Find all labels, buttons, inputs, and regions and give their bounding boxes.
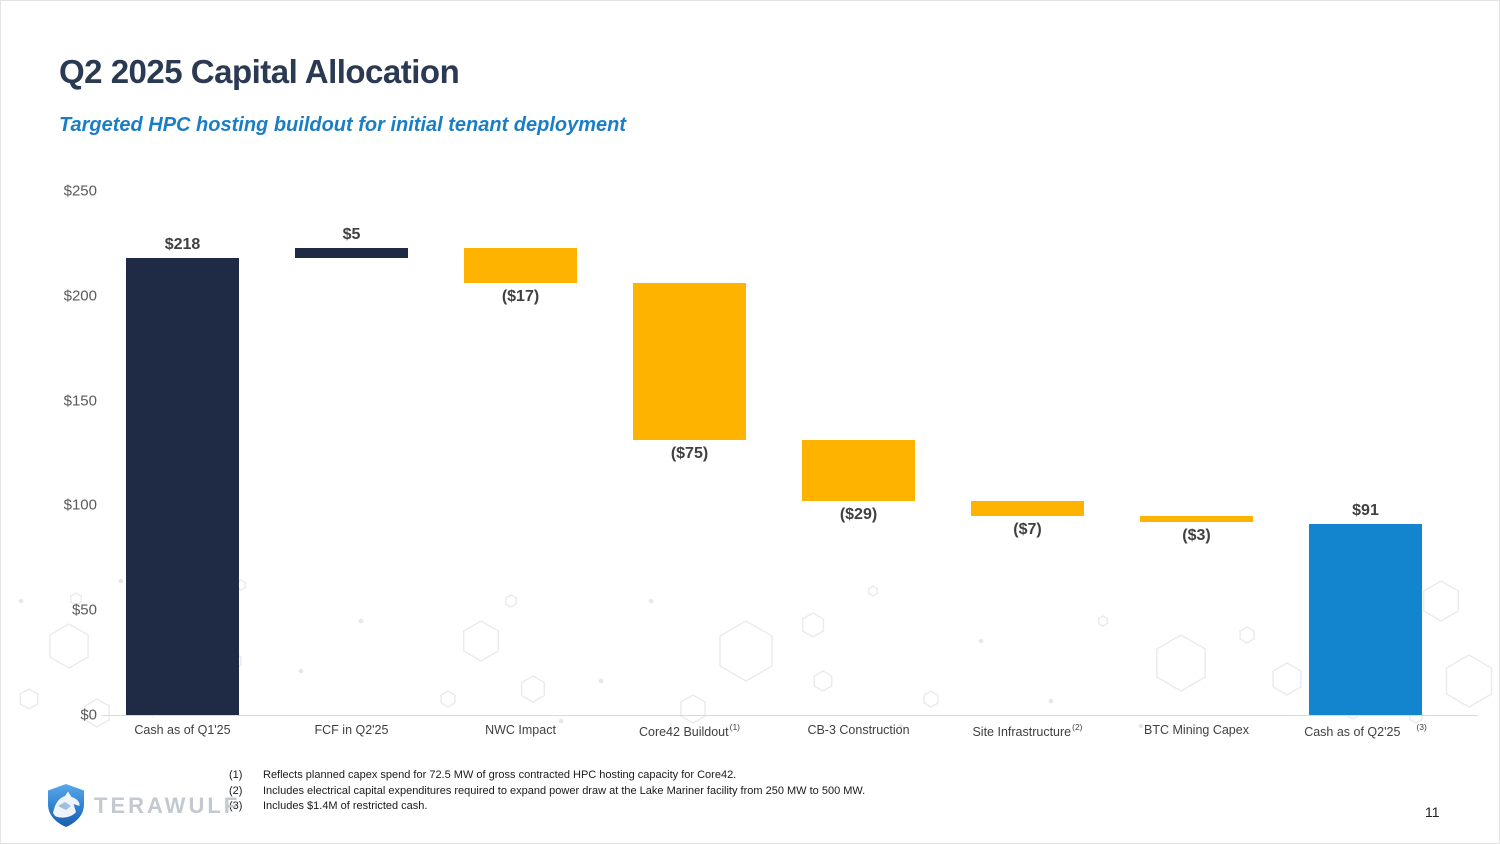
footnote-marker: (3) [229, 800, 243, 812]
y-axis-tick-label: $150 [63, 392, 97, 410]
bar-value-label: ($17) [501, 288, 540, 306]
y-axis-tick-label: $50 [71, 601, 97, 619]
terawulf-logo: TERAWULF [45, 783, 240, 829]
footnotes: (1) Reflects planned capex spend for 72.5… [229, 768, 865, 815]
footnote-text: Includes electrical capital expenditures… [263, 784, 866, 797]
footnote-marker-superscript: (1) [729, 722, 741, 732]
zero-baseline [102, 715, 1478, 716]
footnote-row: (3) Includes $1.4M of restricted cash. [229, 799, 865, 815]
x-axis-category-label: BTC Mining Capex [1144, 723, 1249, 737]
footnote-row: (2) Includes electrical capital expenditu… [229, 784, 865, 800]
waterfall-bar [1139, 515, 1254, 523]
footnote-marker-superscript: (3) [1416, 722, 1427, 732]
plot-area: $218 $5 ($17) ($75) ($29) ($7) ($3) $91 [98, 191, 1478, 716]
hexagon-watermark [18, 578, 1493, 729]
bar-value-label: $91 [1352, 502, 1379, 520]
logo-text: TERAWULF [94, 793, 241, 818]
y-axis-tick-label: $200 [63, 287, 97, 305]
page-title: Q2 2025 Capital Allocation [59, 53, 460, 90]
x-axis-category-label: Core42 Buildout(1) [638, 722, 741, 740]
bar-value-label: ($3) [1182, 527, 1211, 545]
waterfall-column: ($3) [1112, 191, 1281, 715]
waterfall-bar [632, 283, 747, 441]
waterfall-column: $218 [98, 191, 267, 715]
bar-value-label: ($7) [1013, 520, 1042, 538]
waterfall-bar [1308, 524, 1423, 715]
waterfall-bar [294, 247, 409, 259]
bar-value-label: $218 [164, 236, 201, 254]
waterfall-column: $91 [1281, 191, 1450, 715]
waterfall-column: ($75) [605, 191, 774, 715]
waterfall-column: $5 [267, 191, 436, 715]
waterfall-column: ($29) [774, 191, 943, 715]
x-axis-category-label: FCF in Q2'25 [314, 723, 389, 737]
x-axis-category-label: NWC Impact [485, 723, 556, 737]
waterfall-column: ($7) [943, 191, 1112, 715]
bar-value-label: ($75) [670, 445, 709, 463]
footnote-marker-superscript: (2) [1072, 722, 1083, 732]
page-subtitle: Targeted HPC hosting buildout for initia… [59, 114, 627, 136]
x-axis-category-label: Cash as of Q2'25 (3) [1304, 722, 1427, 740]
footnote-row: (1) Reflects planned capex spend for 72.5… [229, 768, 865, 784]
bar-value-label: ($29) [839, 506, 878, 524]
y-axis-tick-label: $100 [63, 496, 97, 514]
waterfall-bar [125, 258, 240, 715]
x-axis-category-label: CB-3 Construction [807, 723, 910, 737]
bar-value-label: $5 [342, 225, 361, 243]
y-axis-tick-label: $0 [80, 706, 97, 724]
page-number: 11 [1425, 804, 1440, 820]
wolf-shield-icon [48, 784, 84, 827]
x-axis-category-label: Site Infrastructure(2) [972, 722, 1083, 740]
waterfall-column: ($17) [436, 191, 605, 715]
footnote-marker: (2) [229, 784, 243, 797]
waterfall-bar [463, 247, 578, 284]
waterfall-bar [970, 501, 1085, 516]
waterfall-bar [801, 440, 916, 502]
x-axis-labels: Cash as of Q1'25 FCF in Q2'25 NWC Impact Co… [98, 722, 1450, 740]
footnote-text: Includes $1.4M of restricted cash. [263, 800, 428, 812]
x-axis-category-label: Cash as of Q1'25 [134, 723, 231, 737]
footnote-marker: (1) [229, 769, 243, 781]
y-axis: $0 $50 $100 $150 $200 $250 [29, 183, 97, 724]
footnote-text: Reflects planned capex spend for 72.5 MW… [263, 769, 737, 781]
y-axis-tick-label: $250 [63, 182, 97, 200]
